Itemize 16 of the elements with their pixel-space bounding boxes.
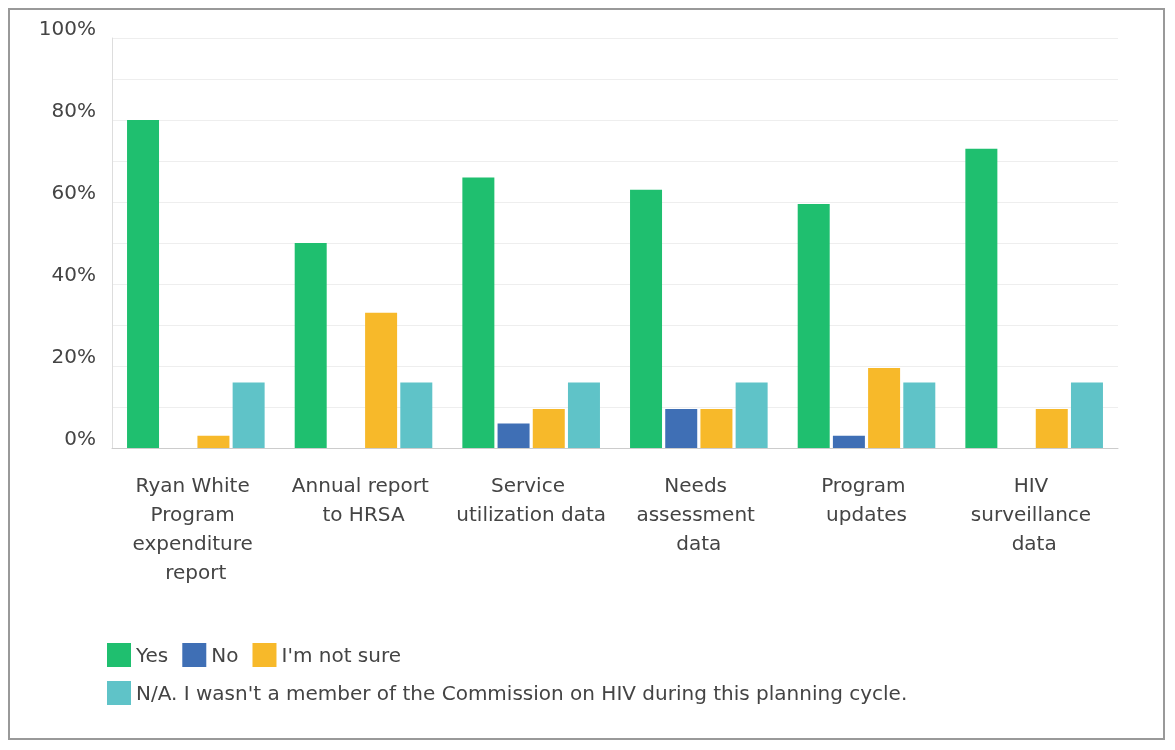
y-tick-label: 60% xyxy=(51,180,96,204)
legend-label: N/A. I wasn't a member of the Commission on HIV during this planning cycle. xyxy=(136,681,908,705)
y-tick-label: 40% xyxy=(51,262,96,286)
x-tick-label: Program updates xyxy=(821,472,912,526)
legend-label: No xyxy=(211,643,239,667)
y-tick-label: 80% xyxy=(51,98,96,122)
legend-label: Yes xyxy=(135,643,169,667)
x-tick-label: Service utilization data xyxy=(456,472,606,526)
x-tick-label: Annual report to HRSA xyxy=(291,472,436,526)
y-tick-label: 20% xyxy=(51,344,96,368)
legend-label: I'm not sure xyxy=(281,643,402,667)
y-tick-label: 100% xyxy=(38,16,96,40)
y-tick-label: 0% xyxy=(64,426,96,450)
x-tick-label: HIV surveillance data xyxy=(970,472,1098,555)
x-tick-label: Ryan White Program expenditure report xyxy=(132,472,260,584)
x-tick-label: Needs assessment data xyxy=(636,472,762,555)
